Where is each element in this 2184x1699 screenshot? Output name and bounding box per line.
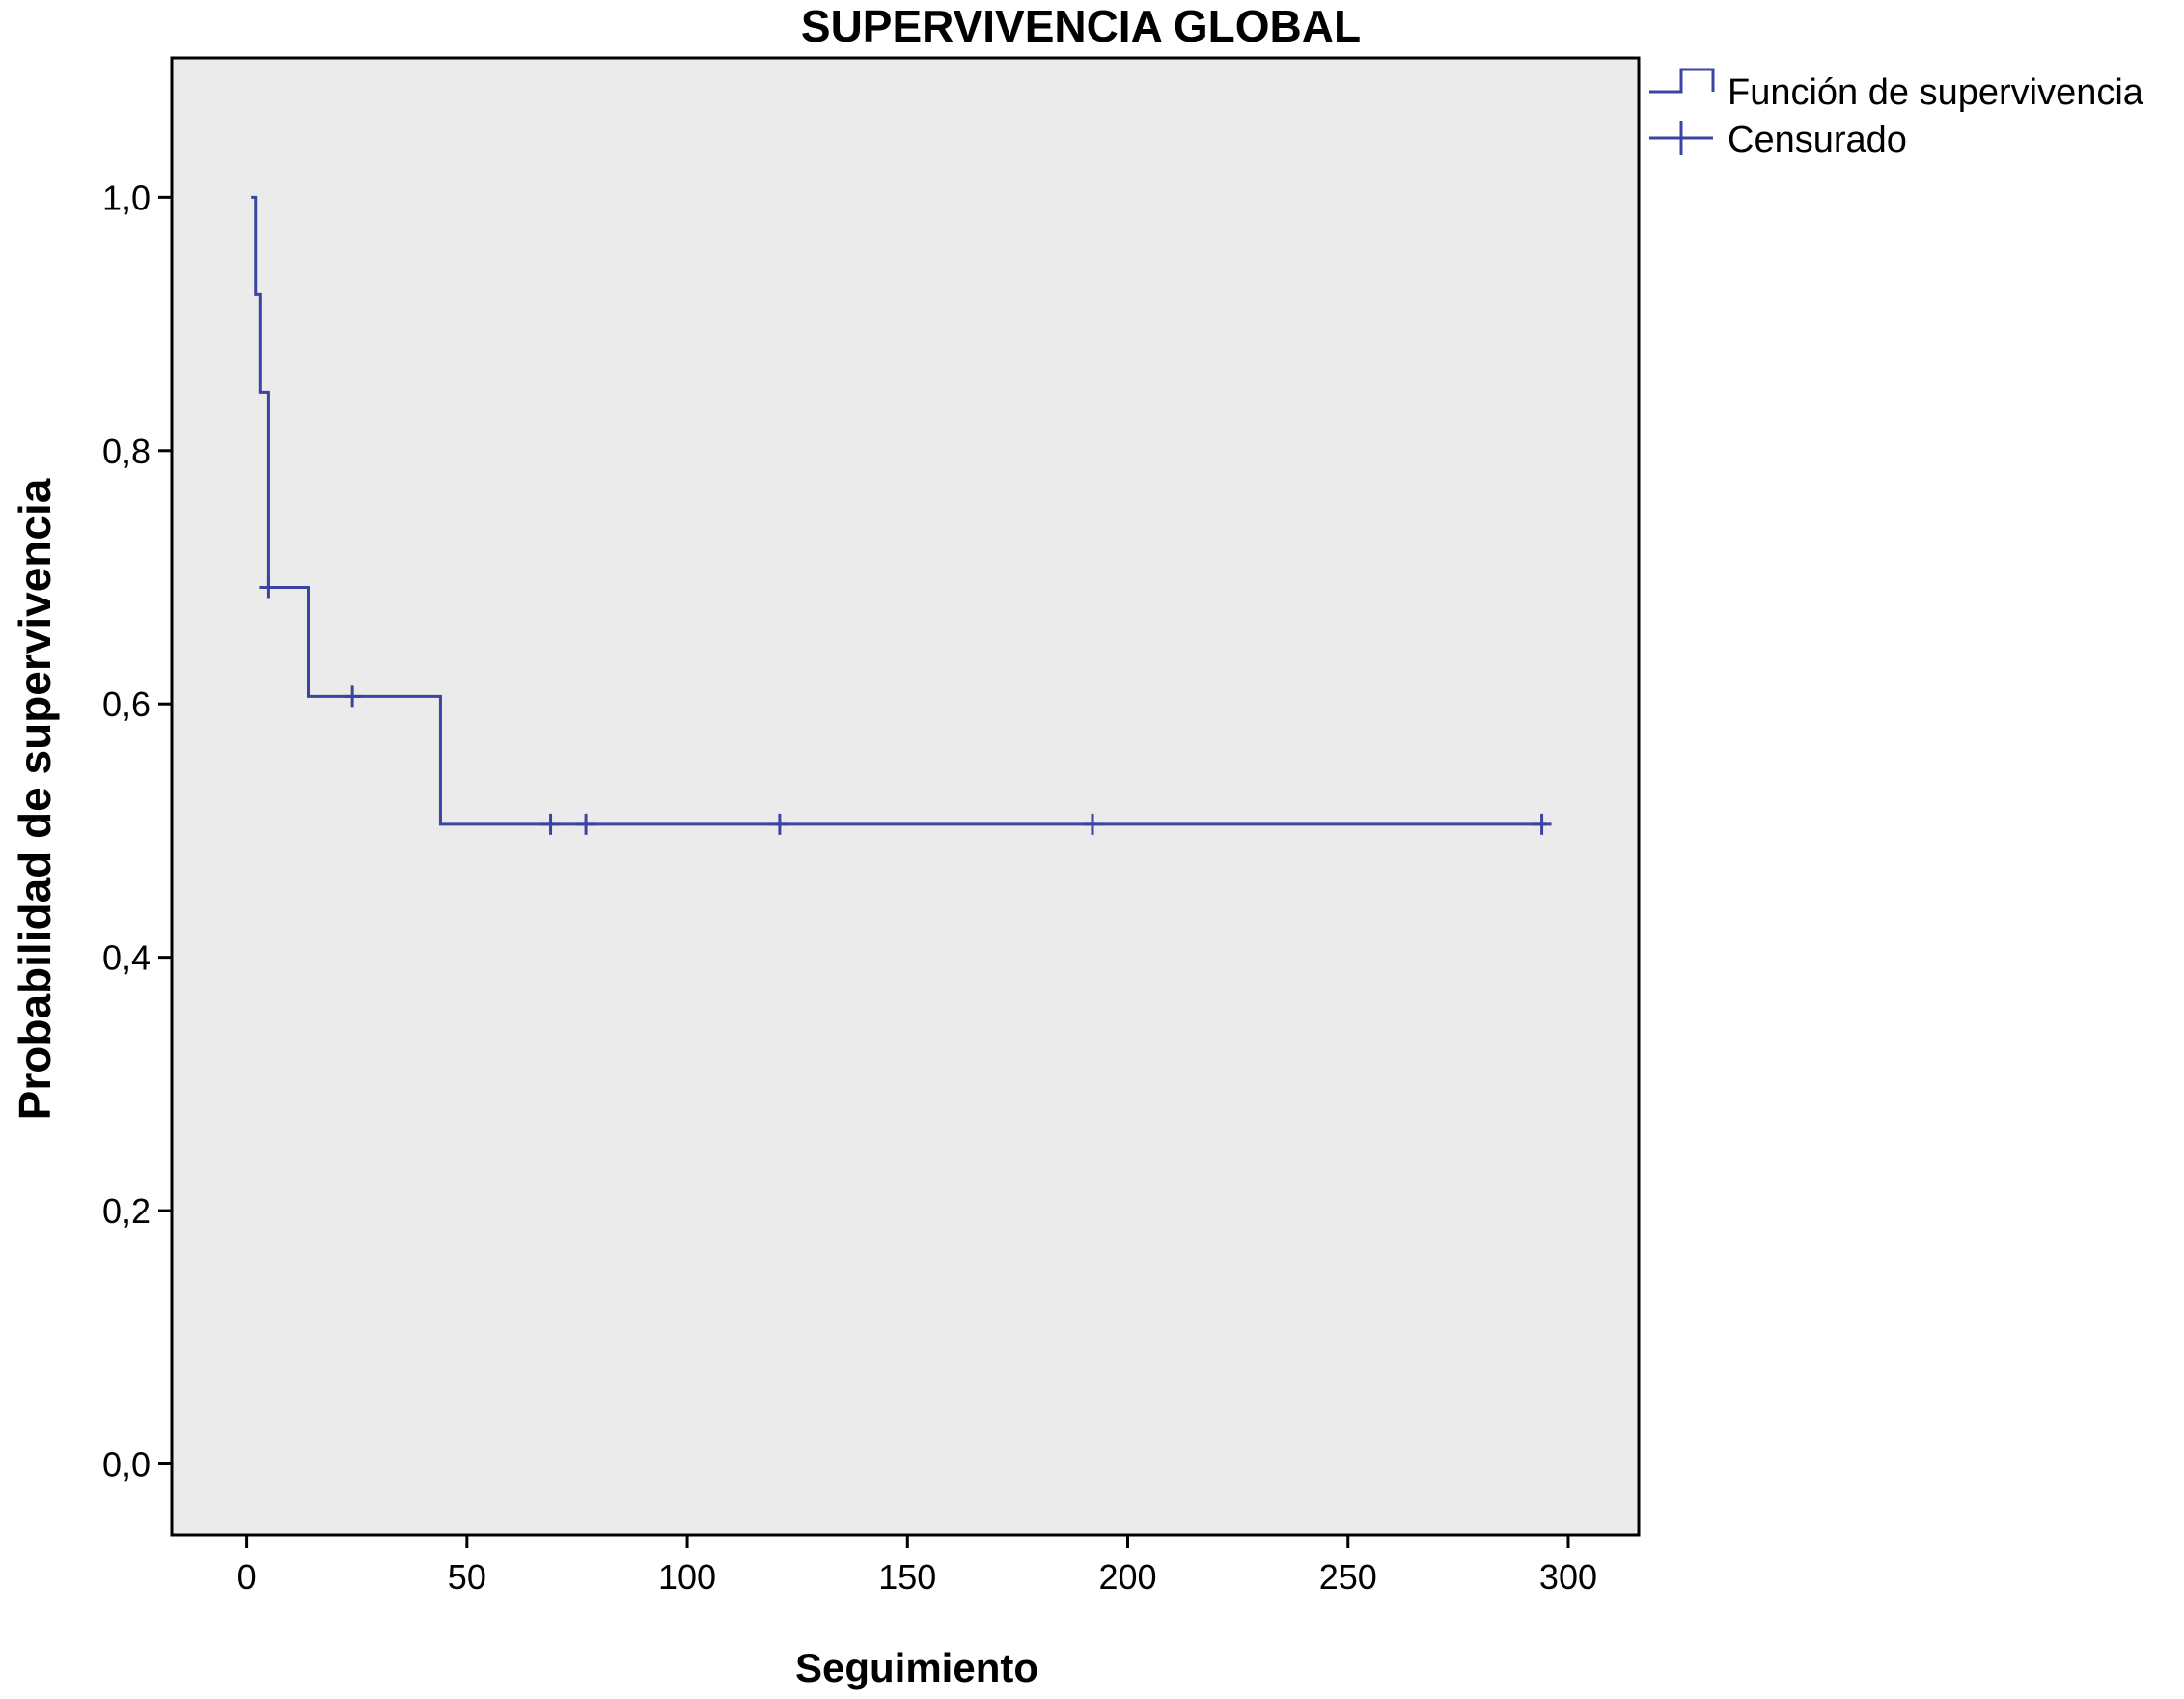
- series-layer: [251, 195, 1552, 835]
- survival-step-line: [251, 195, 1547, 826]
- y-tick-label: 1,0: [102, 178, 151, 217]
- y-tick-label: 0,8: [102, 432, 151, 471]
- censor-mark: [343, 685, 363, 708]
- y-tick-label: 0,0: [102, 1445, 151, 1485]
- censor-mark: [1532, 813, 1552, 835]
- plot-area: [170, 56, 1641, 1537]
- x-tick-label: 150: [878, 1557, 936, 1597]
- x-tick-label: 250: [1319, 1557, 1377, 1597]
- chart-title: SUPERVIVENCIA GLOBAL: [801, 1, 1361, 51]
- x-tick-label: 50: [448, 1557, 486, 1597]
- x-tick-label: 0: [237, 1557, 257, 1597]
- censor-mark: [576, 813, 596, 835]
- x-tick-label: 300: [1539, 1557, 1597, 1597]
- censor-mark: [769, 813, 789, 835]
- x-axis: 0 50 100 150 200 250 300: [237, 1535, 1597, 1597]
- legend-label-survival: Función de supervivencia: [1728, 72, 2144, 113]
- y-tick-label: 0,2: [102, 1191, 151, 1231]
- legend-step-swatch: [1649, 68, 1715, 94]
- x-tick-label: 200: [1098, 1557, 1156, 1597]
- y-axis-label: Probabilidad de supervivencia: [10, 478, 60, 1120]
- y-axis: 0,0 0,2 0,4 0,6 0,8 1,0: [102, 178, 172, 1485]
- legend: Función de supervivencia Censurado: [1649, 68, 2144, 160]
- censor-mark: [540, 813, 561, 835]
- censor-mark: [1082, 813, 1102, 835]
- x-tick-label: 100: [658, 1557, 716, 1597]
- y-tick-label: 0,4: [102, 938, 151, 978]
- censor-mark: [259, 576, 279, 599]
- y-tick-label: 0,6: [102, 684, 151, 724]
- legend-label-censored: Censurado: [1728, 120, 1907, 160]
- x-axis-label: Seguimiento: [795, 1645, 1038, 1690]
